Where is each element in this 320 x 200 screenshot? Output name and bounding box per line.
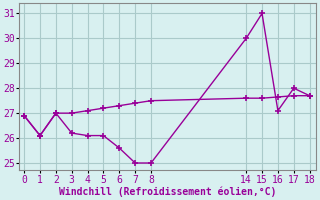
- X-axis label: Windchill (Refroidissement éolien,°C): Windchill (Refroidissement éolien,°C): [59, 186, 276, 197]
